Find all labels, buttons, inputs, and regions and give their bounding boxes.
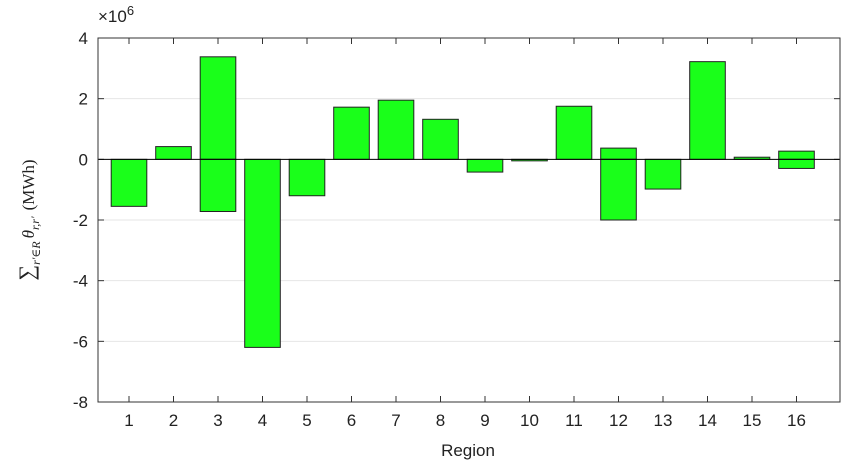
x-tick-label: 13 <box>654 411 673 430</box>
bar <box>200 57 236 160</box>
bar <box>645 159 681 189</box>
y-tick-label: -4 <box>73 272 88 291</box>
bar <box>378 100 414 159</box>
y-label-sum-sub: r′∈R <box>29 241 43 265</box>
x-tick-label: 14 <box>698 411 717 430</box>
bar <box>289 159 325 195</box>
x-tick-label: 15 <box>743 411 762 430</box>
x-tick-label: 7 <box>391 411 400 430</box>
bar <box>245 159 281 347</box>
y-label-theta-sub: r,r′ <box>28 216 42 230</box>
x-tick-label: 10 <box>520 411 539 430</box>
y-tick-label: 0 <box>79 150 88 169</box>
x-tick-label: 12 <box>609 411 628 430</box>
y-tick-label: 2 <box>79 90 88 109</box>
y-tick-label: -2 <box>73 211 88 230</box>
x-tick-label: 8 <box>436 411 445 430</box>
y-label-unit: (MWh) <box>19 159 38 210</box>
x-tick-label: 2 <box>169 411 178 430</box>
bar <box>779 159 815 168</box>
y-tick-label: -6 <box>73 332 88 351</box>
y-tick-label: -8 <box>73 393 88 412</box>
x-tick-label: 11 <box>565 411 583 430</box>
y-label-theta: θ <box>19 230 38 238</box>
bar <box>200 159 236 211</box>
y-scale-exponent: 6 <box>127 3 134 18</box>
x-tick-label: 5 <box>302 411 311 430</box>
bar <box>156 147 192 160</box>
y-label-sum: ∑ <box>14 265 39 281</box>
y-tick-label: 4 <box>79 29 88 48</box>
x-tick-label: 6 <box>347 411 356 430</box>
bar <box>111 159 147 206</box>
bar <box>467 159 503 172</box>
bar <box>690 62 726 160</box>
bar <box>601 159 637 220</box>
y-axis-label: ∑r′∈R θr,r′ (MWh) <box>14 159 43 280</box>
x-tick-label: 1 <box>124 411 133 430</box>
y-scale-label: ×106 <box>98 3 134 26</box>
bar <box>601 148 637 159</box>
bar <box>423 119 459 159</box>
bar <box>779 151 815 159</box>
bar <box>334 107 370 159</box>
x-tick-label: 4 <box>258 411 267 430</box>
chart: Region ×106 ∑r′∈Rθr,r′(MWh) -8-6-4-20241… <box>0 0 841 467</box>
y-scale-base: ×10 <box>98 7 127 26</box>
x-tick-label: 3 <box>213 411 222 430</box>
x-tick-label: 9 <box>480 411 489 430</box>
x-axis-label: Region <box>441 441 495 460</box>
bar <box>556 106 592 159</box>
x-tick-label: 16 <box>787 411 806 430</box>
